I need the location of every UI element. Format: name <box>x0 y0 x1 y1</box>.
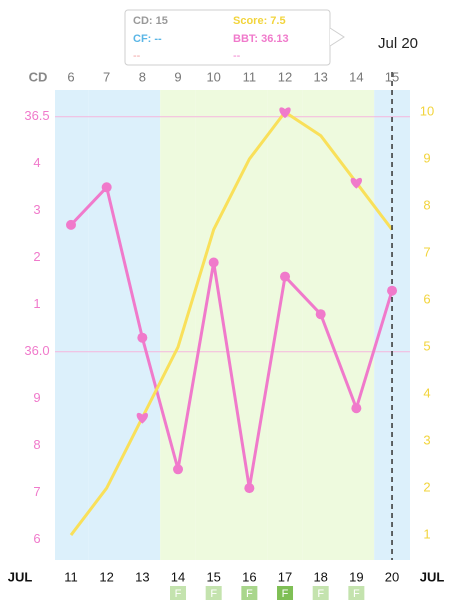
tooltip-extra: -- <box>233 50 241 62</box>
y2-tick-label: 3 <box>423 433 430 448</box>
y2-tick-label: 1 <box>423 527 430 542</box>
tooltip-pointer <box>329 27 345 47</box>
cd-number: 10 <box>206 69 220 84</box>
x-tick-label: 18 <box>313 569 327 584</box>
fertile-label: F <box>246 588 253 600</box>
cd-number: 12 <box>278 69 292 84</box>
fertile-label: F <box>282 588 289 600</box>
bbt-point <box>280 271 291 282</box>
cd-number: 8 <box>139 69 146 84</box>
bbt-point <box>351 403 362 414</box>
tooltip-cd: CD: 15 <box>133 15 168 27</box>
bbt-point <box>66 219 76 230</box>
fertile-box <box>348 586 365 600</box>
month-label: JUL <box>420 569 445 584</box>
x-tick-label: 16 <box>242 569 256 584</box>
tooltip-score: Score: 7.5 <box>233 15 286 27</box>
x-tick-label: 11 <box>64 569 78 584</box>
y-tick-label: 6 <box>33 531 40 546</box>
bbt-point <box>315 309 326 320</box>
heart-marker <box>136 412 149 424</box>
fertile-label: F <box>175 588 182 600</box>
y2-tick-label: 4 <box>423 386 430 401</box>
x-tick-label: 19 <box>349 569 363 584</box>
bbt-point <box>244 483 255 494</box>
cd-number: 15 <box>385 69 399 84</box>
bbt-point <box>173 464 184 475</box>
y-tick-label: 9 <box>33 390 40 405</box>
bbt-point <box>208 257 219 268</box>
y-tick-label: 3 <box>33 202 40 217</box>
phase-band <box>195 90 232 560</box>
x-tick-label: 14 <box>171 569 185 584</box>
fertile-label: F <box>353 588 360 600</box>
heart-marker <box>350 177 363 189</box>
selected-date: Jul 20 <box>378 35 418 52</box>
tooltip-extra: -- <box>133 50 141 62</box>
y2-tick-label: 10 <box>420 104 434 119</box>
heart-marker <box>279 107 291 119</box>
fertile-box <box>205 586 222 600</box>
tooltip-cf: CF: -- <box>133 33 162 45</box>
phase-band <box>160 90 196 560</box>
bbt-point <box>101 182 112 193</box>
cd-number: 6 <box>67 69 74 84</box>
y2-tick-label: 2 <box>423 480 430 495</box>
month-label: JUL <box>8 569 33 584</box>
tooltip-bbt: BBT: 36.13 <box>233 33 289 45</box>
bbt-point <box>387 285 398 296</box>
cd-number: 9 <box>174 69 181 84</box>
y-tick-label: 4 <box>33 155 40 170</box>
phase-band <box>302 90 339 560</box>
cd-label: CD <box>29 69 48 84</box>
y-tick-label: 7 <box>33 484 40 499</box>
series-line <box>69 110 394 536</box>
fertile-box <box>170 586 187 600</box>
y-tick-label: 36.5 <box>24 108 49 123</box>
fertile-box <box>312 586 329 600</box>
y-tick-label: 8 <box>33 437 40 452</box>
y2-tick-label: 9 <box>423 151 430 166</box>
y2-tick-label: 5 <box>423 339 430 354</box>
x-tick-label: 12 <box>99 569 113 584</box>
fertile-label: F <box>317 588 324 600</box>
phase-band <box>267 90 303 560</box>
phase-band <box>55 90 89 560</box>
x-tick-label: 13 <box>135 569 149 584</box>
phase-band <box>338 90 375 560</box>
x-tick-label: 15 <box>206 569 220 584</box>
y-tick-label: 2 <box>33 249 40 264</box>
cd-number: 11 <box>243 69 257 84</box>
cd-number: 13 <box>313 69 327 84</box>
series-line <box>69 185 394 490</box>
y-tick-label: 36.0 <box>24 343 49 358</box>
fertile-label: F <box>210 588 217 600</box>
x-tick-label: 17 <box>278 569 292 584</box>
y2-tick-label: 8 <box>423 198 430 213</box>
bbt-point <box>137 332 148 343</box>
cd-number: 14 <box>349 69 363 84</box>
fertile-box <box>277 586 294 600</box>
y2-tick-label: 7 <box>423 245 430 260</box>
fertile-box <box>241 586 258 600</box>
phase-band <box>88 90 125 560</box>
phase-band <box>124 90 161 560</box>
cd-number: 7 <box>103 69 110 84</box>
y2-tick-label: 6 <box>423 292 430 307</box>
x-tick-label: 20 <box>385 569 399 584</box>
y-tick-label: 1 <box>33 296 40 311</box>
